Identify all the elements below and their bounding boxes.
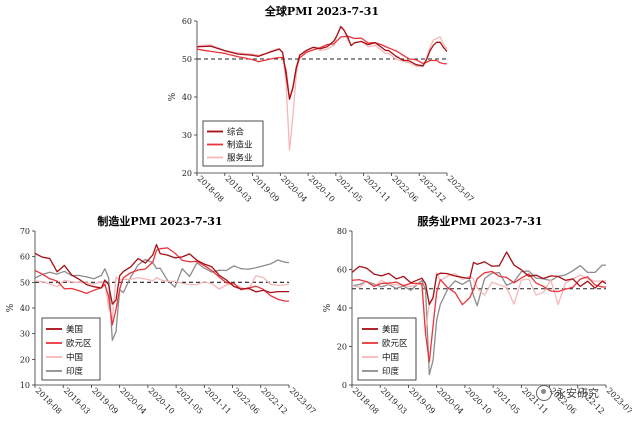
series-line-美国 (34, 243, 289, 305)
y-tick-label: 20 (20, 355, 30, 364)
x-tick-label: 2023-07 (288, 386, 318, 416)
x-tick-label: 2021-11 (362, 174, 392, 204)
y-tick-label: 40 (20, 304, 30, 313)
x-tick-label: 2019-03 (62, 386, 92, 416)
y-axis-label: % (6, 303, 16, 312)
x-tick-label: 2019-03 (223, 174, 253, 204)
x-tick-label: 2018-08 (351, 386, 381, 416)
y-tick-label: 30 (20, 330, 30, 339)
series-line-印度 (351, 264, 606, 376)
series-line-中国 (351, 271, 606, 335)
x-tick-label: 2021-05 (175, 386, 205, 416)
x-tick-label: 2020-04 (118, 386, 148, 416)
y-tick-label: 40 (337, 304, 347, 313)
series-line-美国 (351, 251, 607, 306)
wechat-logo-icon (536, 385, 552, 401)
x-tick-label: 2022-06 (390, 174, 420, 204)
x-tick-label: 2021-05 (492, 386, 522, 416)
y-tick-label: 60 (337, 266, 347, 275)
series-line-制造业 (196, 35, 448, 100)
x-tick-label: 2022-06 (231, 386, 261, 416)
x-tick-label: 2018-08 (34, 386, 64, 416)
x-tick-label: 2020-10 (463, 386, 493, 416)
x-tick-label: 2019-09 (251, 174, 281, 204)
chart-2: 制造业PMI 2023-7-3110203040506070%2018-0820… (6, 214, 317, 416)
legend-label: 服务业 (227, 153, 253, 164)
legend-label: 中国 (382, 352, 399, 363)
legend-label: 印度 (66, 366, 84, 377)
x-tick-label: 2021-11 (203, 386, 233, 416)
series-line-欧元区 (351, 270, 606, 363)
legend-box (202, 120, 264, 167)
y-axis-label: % (323, 303, 333, 312)
y-tick-label: 60 (182, 17, 192, 26)
legend-label: 印度 (382, 366, 400, 377)
x-tick-label: 2020-04 (435, 386, 465, 416)
series-line-中国 (34, 275, 290, 320)
legend-label: 美国 (66, 324, 83, 335)
y-tick-label: 40 (182, 93, 192, 102)
y-tick-label: 70 (20, 227, 30, 236)
legend-label: 制造业 (227, 140, 253, 151)
legend-label: 欧元区 (382, 338, 408, 349)
chart-title: 服务业PMI 2023-7-31 (417, 214, 542, 228)
x-tick-label: 2018-08 (196, 174, 226, 204)
legend-label: 欧元区 (66, 338, 92, 349)
x-tick-label: 2020-10 (307, 174, 337, 204)
y-axis-label: % (168, 92, 178, 101)
y-tick-label: 30 (182, 131, 192, 140)
chart-title: 制造业PMI 2023-7-31 (97, 214, 222, 228)
x-tick-label: 2022-12 (259, 386, 289, 416)
legend-label: 中国 (66, 352, 83, 363)
x-tick-label: 2019-09 (407, 386, 437, 416)
watermark-text: 永安研究 (555, 387, 599, 400)
y-tick-label: 50 (182, 55, 192, 64)
x-tick-label: 2022-12 (418, 174, 448, 204)
series-line-综合 (196, 26, 448, 100)
y-tick-label: 50 (20, 278, 30, 287)
x-tick-label: 2023-07 (605, 386, 632, 416)
y-tick-label: 80 (337, 227, 347, 236)
y-tick-label: 60 (20, 253, 30, 262)
legend-label: 美国 (382, 324, 399, 335)
series-line-服务业 (196, 25, 448, 151)
chart-1: 全球PMI 2023-7-31 20 30 40 50 60% 2018-082019-03… (168, 4, 475, 204)
x-tick-label: 2020-10 (146, 386, 176, 416)
legend-label: 综合 (227, 127, 245, 138)
x-tick-label: 2019-09 (90, 386, 120, 416)
series-line-印度 (34, 258, 290, 341)
y-tick-label: 0 (342, 381, 347, 390)
x-tick-label: 2021-05 (334, 174, 364, 204)
y-tick-label: 10 (20, 381, 30, 390)
x-tick-label: 2023-07 (446, 174, 476, 204)
chart-title: 全球PMI 2023-7-31 (264, 4, 379, 18)
y-tick-label: 20 (182, 169, 192, 178)
x-tick-label: 2020-04 (279, 174, 309, 204)
x-tick-label: 2019-03 (379, 386, 409, 416)
watermark: 永安研究 (536, 385, 599, 401)
y-tick-label: 20 (337, 343, 347, 352)
